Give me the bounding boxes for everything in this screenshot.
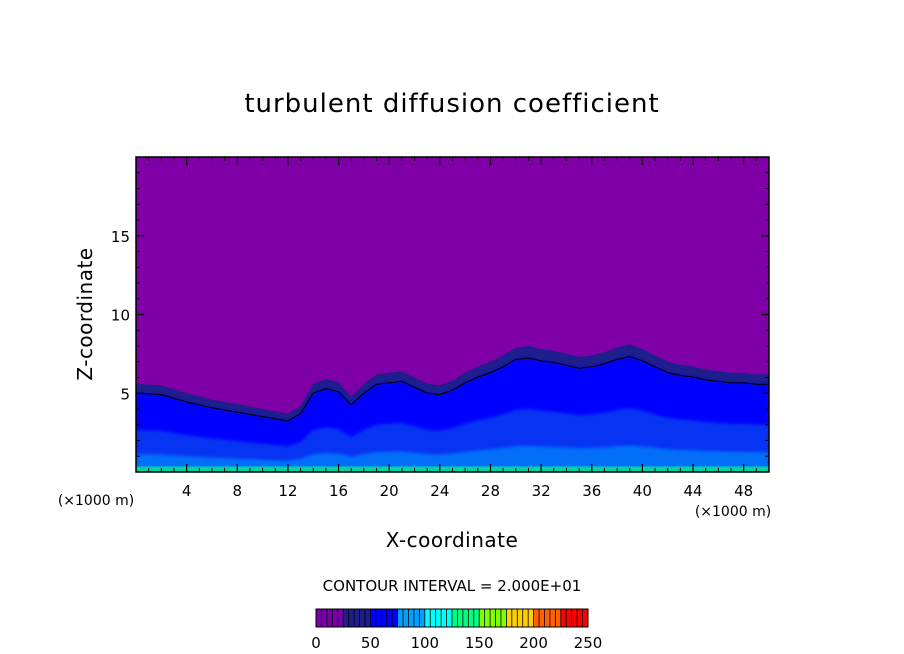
x-axis-ticks: 4 8 12 16 20 24 28 32 36 40 44 48	[148, 157, 757, 500]
chart-title: turbulent diffusion coefficient	[244, 89, 659, 119]
x-tick-label: 8	[233, 482, 243, 500]
colorbar-segment	[452, 609, 480, 627]
contour-interval-label: CONTOUR INTERVAL = 2.000E+01	[323, 577, 582, 595]
colorbar-tick-label: 0	[311, 634, 321, 652]
colorbar-segment	[370, 609, 399, 627]
colorbar-segment	[343, 609, 371, 627]
x-tick-label: 24	[430, 482, 449, 500]
colorbar-segment	[316, 609, 344, 627]
y-axis-label: Z-coordinate	[73, 247, 97, 380]
x-tick-label: 40	[633, 482, 652, 500]
x-tick-label: 44	[683, 482, 702, 500]
colorbar-segment	[533, 609, 562, 627]
x-tick-label: 48	[734, 482, 753, 500]
x-tick-label: 20	[380, 482, 399, 500]
colorbar-segment	[479, 609, 507, 627]
turbulence-fill-core	[136, 445, 769, 472]
colorbar-segment	[424, 609, 453, 627]
x-tick-label: 12	[278, 482, 297, 500]
colorbar-segment	[560, 609, 589, 627]
colorbar-tick-label: 150	[465, 634, 494, 652]
colorbar	[315, 608, 589, 628]
colorbar-tick-label: 200	[519, 634, 548, 652]
colorbar-segment	[397, 609, 426, 627]
y-tick-label: 5	[120, 385, 130, 403]
colorbar-tick-labels: 0 50 100 150 200 250	[311, 634, 602, 652]
y-tick-label: 15	[111, 228, 130, 246]
colorbar-tick-label: 50	[361, 634, 380, 652]
x-tick-label: 4	[182, 482, 192, 500]
contour-lines	[136, 355, 769, 422]
colorbar-frame	[315, 608, 589, 628]
colorbar-segment	[506, 609, 535, 627]
y-axis-ticks: 5 10 15	[111, 172, 769, 457]
x-tick-label: 36	[582, 482, 601, 500]
contour-line	[136, 355, 769, 422]
turbulent-layer	[136, 344, 769, 472]
x-tick-label: 16	[329, 482, 348, 500]
x-axis-label: X-coordinate	[386, 528, 519, 552]
x-unit-label-right: (×1000 m)	[695, 504, 771, 520]
colorbar-tick-label: 100	[410, 634, 439, 652]
plot-area	[136, 157, 769, 472]
x-tick-label: 32	[532, 482, 551, 500]
colorbar-tick-label: 250	[574, 634, 603, 652]
y-tick-label: 10	[111, 307, 130, 325]
x-unit-label-left: (×1000 m)	[58, 493, 134, 509]
x-tick-label: 28	[481, 482, 500, 500]
